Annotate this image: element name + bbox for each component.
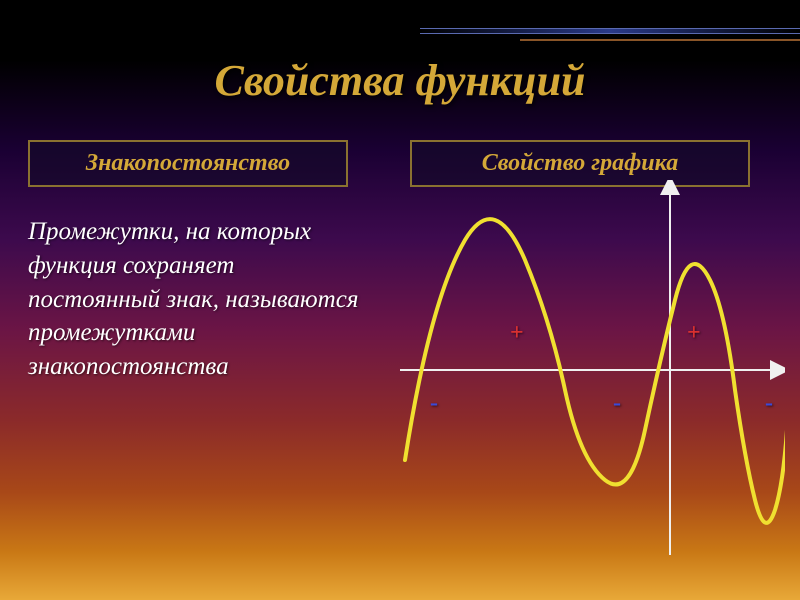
slide-title: Свойства функций (0, 55, 800, 106)
minus-sign: - (765, 390, 773, 417)
definition-text: Промежутки, на которых функция сохраняет… (28, 215, 368, 384)
plus-sign: + (687, 320, 701, 347)
chart-svg (395, 180, 785, 560)
sign-constancy-chart: + + - - - (395, 180, 785, 560)
decorative-top-bar (420, 28, 800, 34)
left-header-box: Знакопостоянство (28, 140, 348, 187)
minus-sign: - (613, 390, 621, 417)
minus-sign: - (430, 390, 438, 417)
plus-sign: + (510, 320, 524, 347)
